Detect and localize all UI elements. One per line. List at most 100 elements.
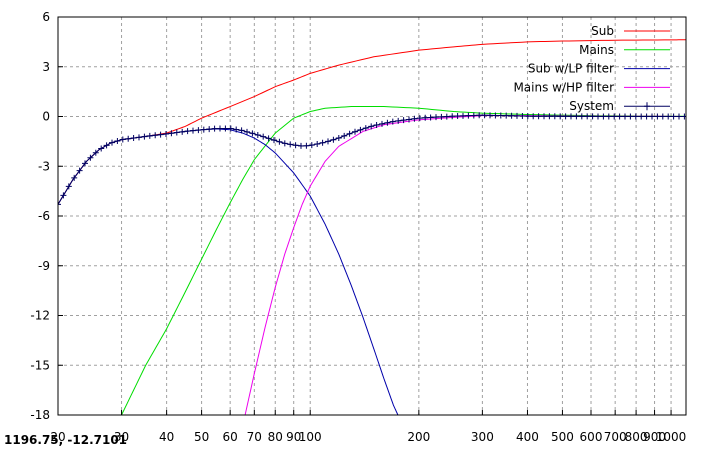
system-point-marker <box>136 134 142 141</box>
system-point-marker <box>168 130 175 137</box>
system-point-marker <box>179 128 186 135</box>
system-point-marker <box>519 113 526 120</box>
system-point-marker <box>578 113 585 120</box>
system-point-marker <box>152 132 159 139</box>
system-point-marker <box>60 192 67 199</box>
x-tick-label: 300 <box>471 430 494 444</box>
x-tick-label: 500 <box>551 430 574 444</box>
system-point-marker <box>314 140 321 147</box>
system-point-marker <box>427 114 434 121</box>
system-point-marker <box>76 167 83 174</box>
system-point-marker <box>254 131 261 138</box>
grid <box>57 16 686 416</box>
system-point-marker <box>206 126 213 133</box>
y-tick-label: -3 <box>38 159 50 173</box>
x-tick-label: 80 <box>268 430 283 444</box>
x-tick-label: 1000 <box>656 430 687 444</box>
system-point-marker <box>330 136 337 143</box>
system-point-marker <box>600 113 607 120</box>
system-point-marker <box>163 130 169 137</box>
system-point-marker <box>71 174 78 181</box>
system-point-marker <box>184 128 191 135</box>
system-point-marker <box>665 113 672 120</box>
system-point-marker <box>308 142 315 149</box>
system-point-marker <box>438 113 445 120</box>
series-line-sub-w-lp-filter <box>58 128 399 415</box>
system-point-marker <box>82 160 88 167</box>
system-point-marker <box>379 120 385 127</box>
system-point-marker <box>460 112 466 119</box>
system-point-marker <box>546 113 553 120</box>
y-tick-label: 0 <box>42 110 50 124</box>
series-line-mains <box>121 106 686 415</box>
system-point-marker <box>373 122 380 129</box>
system-point-marker <box>557 113 564 120</box>
system-point-marker <box>551 113 558 120</box>
system-point-marker <box>211 125 218 132</box>
system-point-marker <box>541 113 547 120</box>
system-point-marker <box>368 123 375 130</box>
system-point-marker <box>530 113 537 120</box>
system-point-marker <box>638 113 645 120</box>
system-point-marker <box>103 142 110 149</box>
system-point-marker <box>146 132 153 139</box>
system-point-marker <box>287 141 294 148</box>
system-point-marker <box>535 113 542 120</box>
legend: Sub Mains Sub w/LP filter Mains w/HP filter… <box>513 24 670 113</box>
y-tick-label: -12 <box>30 309 50 323</box>
legend-label: System <box>569 99 614 113</box>
system-point-marker <box>643 113 650 120</box>
system-point-marker <box>470 112 477 119</box>
system-point-marker <box>670 113 677 120</box>
system-point-marker <box>503 112 510 119</box>
legend-marker <box>644 102 650 111</box>
system-point-marker <box>119 136 126 143</box>
system-point-marker <box>98 145 105 152</box>
system-point-marker <box>616 113 623 120</box>
legend-label: Sub w/LP filter <box>528 62 614 76</box>
plot-area <box>58 39 686 415</box>
system-point-marker <box>114 137 121 144</box>
x-tick-label: 40 <box>159 430 174 444</box>
system-point-marker <box>362 125 369 132</box>
system-point-marker <box>389 118 396 125</box>
system-point-marker <box>233 126 240 133</box>
system-point-marker <box>649 113 655 120</box>
x-tick-label: 400 <box>516 430 539 444</box>
system-point-marker <box>605 113 612 120</box>
system-point-marker <box>443 113 450 120</box>
system-point-marker <box>141 133 148 140</box>
system-point-marker <box>492 112 499 119</box>
system-point-marker <box>303 142 310 149</box>
x-tick-label: 900 <box>643 430 666 444</box>
system-point-marker <box>524 113 531 120</box>
system-point-marker <box>449 113 456 120</box>
system-point-marker <box>632 113 639 120</box>
system-point-marker <box>130 135 137 142</box>
system-point-marker <box>654 113 661 120</box>
system-point-marker <box>341 132 348 139</box>
system-point-marker <box>433 114 439 121</box>
x-tick-label: 90 <box>286 430 301 444</box>
system-point-marker <box>195 127 202 134</box>
system-point-marker <box>508 112 515 119</box>
system-point-marker <box>357 126 364 133</box>
system-point-marker <box>595 113 601 120</box>
system-point-marker <box>454 113 461 120</box>
system-point-marker <box>173 129 180 136</box>
system-point-marker <box>190 127 196 134</box>
system-point-marker <box>497 112 504 119</box>
y-tick-label: -15 <box>30 358 50 372</box>
system-point-marker <box>325 138 331 145</box>
x-tick-label: 600 <box>580 430 603 444</box>
system-point-marker <box>244 128 250 135</box>
system-point-marker <box>562 113 569 120</box>
system-point-marker <box>589 113 596 120</box>
system-point-marker <box>681 113 686 120</box>
x-tick-label: 30 <box>114 430 129 444</box>
system-point-marker <box>265 135 272 142</box>
system-point-marker <box>676 113 682 120</box>
